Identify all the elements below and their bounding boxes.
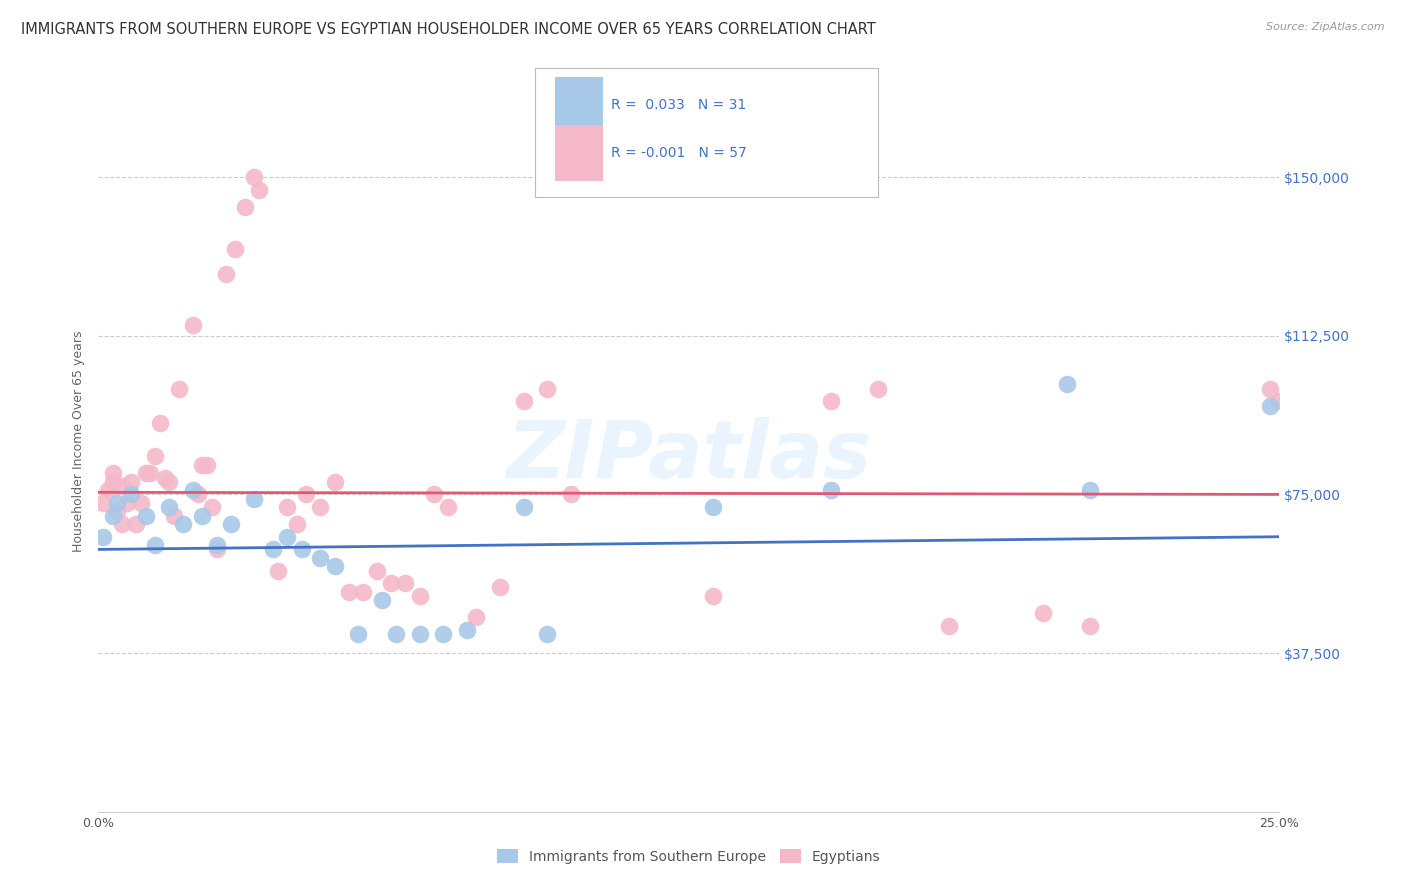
Text: R =  0.033   N = 31: R = 0.033 N = 31 [612, 98, 747, 112]
Point [157, 500, 180, 515]
Point [167, 382, 190, 396]
Point [290, 542, 312, 557]
Point [437, 500, 460, 515]
Point [820, 394, 842, 409]
Text: ZIPatlas: ZIPatlas [506, 417, 872, 495]
Text: IMMIGRANTS FROM SOUTHERN EUROPE VS EGYPTIAN HOUSEHOLDER INCOME OVER 65 YEARS COR: IMMIGRANTS FROM SOUTHERN EUROPE VS EGYPT… [21, 22, 876, 37]
Point [536, 382, 558, 396]
Point [394, 576, 416, 591]
Point [135, 508, 157, 523]
Point [172, 516, 194, 531]
Point [866, 382, 889, 396]
Point [115, 496, 138, 510]
Point [408, 627, 430, 641]
Y-axis label: Householder Income Over 65 years: Householder Income Over 65 years [72, 331, 86, 552]
Point [276, 530, 298, 544]
Point [380, 576, 402, 591]
Point [323, 475, 346, 489]
Point [135, 467, 157, 481]
Point [121, 487, 143, 501]
Point [1032, 606, 1054, 620]
Legend: Immigrants from Southern Europe, Egyptians: Immigrants from Southern Europe, Egyptia… [494, 845, 884, 868]
Point [205, 538, 228, 552]
Point [432, 627, 454, 641]
Point [465, 610, 488, 624]
Text: R = -0.001   N = 57: R = -0.001 N = 57 [612, 145, 747, 160]
Point [143, 450, 166, 464]
Point [456, 623, 478, 637]
Point [181, 483, 204, 498]
Point [295, 487, 318, 501]
Point [105, 504, 128, 518]
Point [143, 538, 166, 552]
Point [101, 475, 124, 489]
Point [243, 491, 266, 506]
Point [512, 394, 534, 409]
Point [512, 500, 534, 515]
Point [560, 487, 582, 501]
Point [702, 500, 724, 515]
Point [215, 268, 238, 282]
Point [121, 475, 143, 489]
Point [101, 508, 124, 523]
Point [489, 581, 512, 595]
Point [285, 516, 308, 531]
Point [181, 318, 204, 333]
Point [129, 496, 152, 510]
Point [91, 496, 114, 510]
Point [536, 627, 558, 641]
FancyBboxPatch shape [555, 125, 603, 180]
Point [1258, 399, 1281, 413]
Point [352, 584, 374, 599]
Point [191, 458, 214, 472]
Point [243, 170, 266, 185]
Point [205, 542, 228, 557]
Point [91, 530, 114, 544]
Point [423, 487, 446, 501]
Point [105, 496, 128, 510]
Point [371, 593, 394, 607]
Point [1268, 394, 1291, 409]
Point [139, 467, 162, 481]
Point [702, 589, 724, 603]
Point [201, 500, 224, 515]
Point [1056, 377, 1078, 392]
Point [1258, 382, 1281, 396]
Point [1080, 483, 1102, 498]
Point [408, 589, 430, 603]
Point [1080, 618, 1102, 632]
Point [97, 483, 120, 498]
FancyBboxPatch shape [555, 77, 603, 132]
Point [153, 470, 176, 484]
Point [262, 542, 284, 557]
Point [157, 475, 180, 489]
Point [219, 516, 242, 531]
Point [111, 479, 134, 493]
Point [111, 516, 134, 531]
Point [163, 508, 186, 523]
Point [337, 584, 360, 599]
Point [347, 627, 370, 641]
Point [191, 508, 214, 523]
Point [247, 183, 270, 197]
Point [233, 200, 256, 214]
Point [385, 627, 408, 641]
Point [309, 550, 332, 565]
Point [267, 564, 290, 578]
Point [125, 516, 148, 531]
Point [309, 500, 332, 515]
Point [149, 416, 172, 430]
Point [323, 559, 346, 574]
Point [366, 564, 388, 578]
Point [187, 487, 209, 501]
Text: Source: ZipAtlas.com: Source: ZipAtlas.com [1267, 22, 1385, 32]
FancyBboxPatch shape [536, 68, 877, 197]
Point [224, 242, 246, 256]
Point [101, 467, 124, 481]
Point [820, 483, 842, 498]
Point [938, 618, 960, 632]
Point [276, 500, 298, 515]
Point [195, 458, 218, 472]
